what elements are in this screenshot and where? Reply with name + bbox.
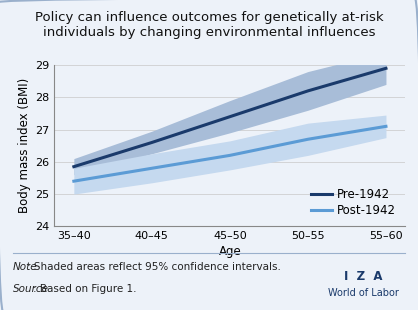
- Text: Source: Source: [13, 284, 48, 294]
- Text: I  Z  A: I Z A: [344, 270, 383, 283]
- Legend: Pre-1942, Post-1942: Pre-1942, Post-1942: [308, 184, 400, 220]
- Y-axis label: Body mass index (BMI): Body mass index (BMI): [18, 78, 31, 213]
- Text: Note: Note: [13, 262, 37, 272]
- Text: World of Labor: World of Labor: [328, 288, 399, 298]
- X-axis label: Age: Age: [219, 245, 241, 258]
- Text: Policy can influence outcomes for genetically at-risk
individuals by changing en: Policy can influence outcomes for geneti…: [35, 11, 383, 39]
- Text: : Shaded areas reflect 95% confidence intervals.: : Shaded areas reflect 95% confidence in…: [27, 262, 281, 272]
- Text: : Based on Figure 1.: : Based on Figure 1.: [33, 284, 136, 294]
